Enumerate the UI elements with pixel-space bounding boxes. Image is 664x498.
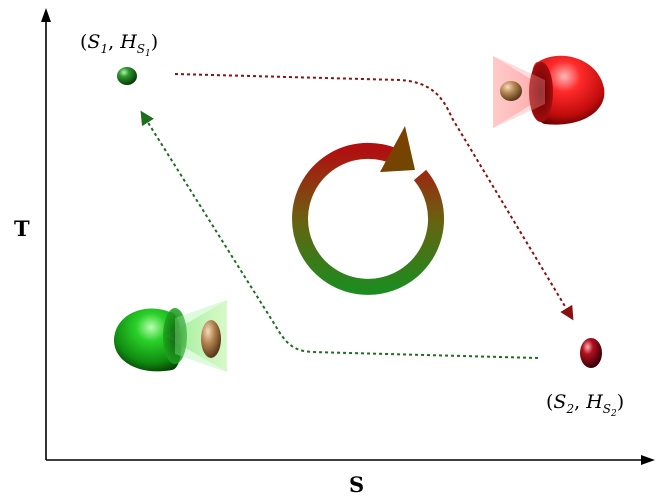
cold-particle <box>201 320 221 358</box>
y-axis-label: T <box>14 216 30 241</box>
state-2-label: (S2, HS2) <box>546 391 624 419</box>
cycle-arrow-icon <box>292 126 445 295</box>
y-axis-arrowhead <box>41 8 51 22</box>
cold-body-icon <box>114 300 227 372</box>
x-axis-label: S <box>349 472 364 497</box>
forward-path-arrow <box>174 73 574 321</box>
state-1-label: (S1, HS1) <box>80 31 158 59</box>
state-1-sphere <box>117 67 137 85</box>
axes <box>41 8 655 465</box>
state-2-sphere <box>580 338 602 368</box>
x-axis-arrowhead <box>641 455 655 465</box>
hot-particle <box>500 81 522 101</box>
hot-body-icon <box>493 55 605 128</box>
